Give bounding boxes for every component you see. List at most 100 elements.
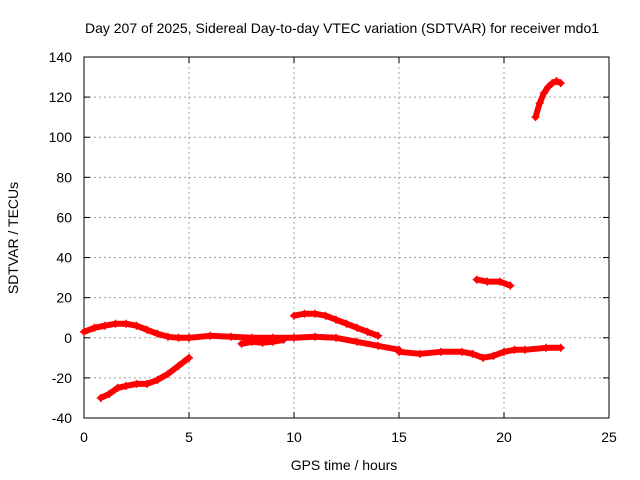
data-point <box>548 79 557 88</box>
data-point <box>300 309 309 318</box>
data-point <box>353 323 361 332</box>
data-point <box>556 79 565 88</box>
data-point <box>510 345 519 354</box>
data-point <box>185 333 193 342</box>
data-point <box>105 389 114 398</box>
series-pass-e <box>290 309 382 340</box>
series-trace <box>473 276 514 289</box>
data-point <box>472 275 481 284</box>
series-pass-b <box>96 353 193 402</box>
data-point <box>185 353 193 362</box>
y-tick-label: -20 <box>52 370 72 386</box>
x-tick-label: 5 <box>185 429 193 445</box>
data-point <box>521 345 529 354</box>
series-pass-g <box>472 275 515 290</box>
chart-title: Day 207 of 2025, Sidereal Day-to-day VTE… <box>85 20 599 36</box>
x-tick-label: 25 <box>601 429 617 445</box>
data-point <box>122 319 130 328</box>
series-pass-a <box>80 319 193 342</box>
y-tick-label: 120 <box>49 89 73 105</box>
data-point <box>311 332 319 341</box>
data-point <box>374 331 382 340</box>
data-point <box>164 332 172 341</box>
data-point <box>143 325 151 334</box>
series-pass-c <box>185 331 403 354</box>
data-point <box>363 327 372 336</box>
data-point <box>122 381 130 390</box>
data-point <box>531 113 540 122</box>
data-point <box>437 347 445 356</box>
data-point <box>153 375 162 384</box>
data-point <box>269 337 277 346</box>
data-point <box>332 333 340 342</box>
data-point <box>556 343 565 352</box>
data-point <box>174 361 183 370</box>
data-point <box>113 383 122 392</box>
series-trace <box>396 344 564 361</box>
data-point <box>552 77 561 86</box>
grid-lines <box>84 57 609 418</box>
y-tick-label: 0 <box>64 330 72 346</box>
data-point <box>153 329 162 338</box>
data-point <box>132 379 141 388</box>
data-point <box>237 339 246 348</box>
x-tick-label: 0 <box>80 429 88 445</box>
data-points <box>80 77 565 402</box>
data-point <box>468 349 477 358</box>
data-point <box>544 83 553 92</box>
y-axis-label: SDTVAR / TECUs <box>5 182 21 294</box>
x-tick-label: 10 <box>286 429 302 445</box>
data-point <box>535 99 544 108</box>
data-point <box>489 351 498 360</box>
data-point <box>500 347 508 356</box>
x-tick-label: 20 <box>496 429 512 445</box>
y-tick-label: 140 <box>49 49 73 65</box>
data-point <box>90 323 99 332</box>
data-point <box>495 277 504 286</box>
data-point <box>479 353 487 362</box>
data-point <box>395 347 403 356</box>
data-point <box>290 333 298 342</box>
y-tick-label: 100 <box>49 129 73 145</box>
y-tick-label: -40 <box>52 410 72 426</box>
data-point <box>164 369 172 378</box>
y-tick-label: 40 <box>56 250 72 266</box>
data-point <box>321 311 330 320</box>
series-pass-d <box>237 335 288 348</box>
data-point <box>111 319 120 328</box>
series-pass-h <box>531 77 565 122</box>
y-tick-label: 80 <box>56 169 72 185</box>
data-point <box>96 393 105 402</box>
plot-frame <box>83 56 610 419</box>
data-point <box>174 333 183 342</box>
data-point <box>506 281 515 290</box>
axis-ticks: 0 5 10 15 20 25 -40 -20 0 20 40 60 80 100 120 140 <box>49 49 617 445</box>
data-point <box>290 311 298 320</box>
y-tick-label: 20 <box>56 290 72 306</box>
data-point <box>227 332 235 341</box>
data-point <box>539 89 548 98</box>
data-point <box>542 343 550 352</box>
data-point <box>132 321 141 330</box>
data-point <box>458 347 466 356</box>
data-point <box>101 321 109 330</box>
series-pass-f <box>395 343 565 362</box>
data-point <box>206 331 214 340</box>
data-point <box>416 349 424 358</box>
data-point <box>374 341 382 350</box>
data-point <box>248 337 256 346</box>
data-point <box>279 335 288 344</box>
data-point <box>342 319 351 328</box>
data-point <box>143 379 151 388</box>
x-tick-label: 15 <box>391 429 407 445</box>
data-point <box>311 309 319 318</box>
series-trace <box>97 354 192 401</box>
data-point <box>80 327 88 336</box>
x-axis-label: GPS time / hours <box>291 457 398 473</box>
data-point <box>353 337 361 346</box>
data-point <box>258 338 267 347</box>
y-tick-label: 60 <box>56 209 72 225</box>
data-point <box>332 315 340 324</box>
data-point <box>483 277 492 286</box>
